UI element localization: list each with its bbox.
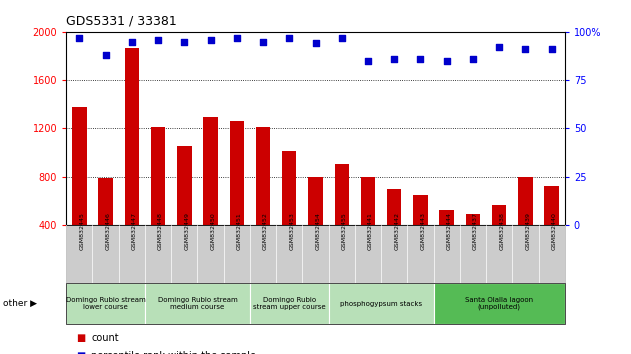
Point — [100, 52, 110, 58]
Point — [442, 58, 452, 64]
Bar — [334, 165, 349, 273]
Text: count: count — [91, 333, 119, 343]
Text: GSM832440: GSM832440 — [551, 213, 557, 251]
Bar — [492, 205, 506, 273]
Point — [258, 39, 268, 44]
Text: GSM832455: GSM832455 — [342, 213, 347, 251]
Bar — [256, 127, 270, 273]
Bar — [439, 210, 454, 273]
Point — [389, 56, 399, 62]
Point — [310, 41, 321, 46]
Text: GSM832438: GSM832438 — [499, 213, 504, 251]
Bar — [177, 147, 192, 273]
Text: Santa Olalla lagoon
(unpolluted): Santa Olalla lagoon (unpolluted) — [465, 297, 533, 310]
Point — [153, 37, 163, 42]
Bar — [98, 178, 113, 273]
Text: GSM832442: GSM832442 — [394, 212, 399, 251]
Bar — [72, 107, 86, 273]
Text: GSM832450: GSM832450 — [211, 213, 216, 251]
Text: GSM832449: GSM832449 — [184, 212, 189, 251]
Point — [337, 35, 347, 40]
Point — [494, 45, 504, 50]
Text: GSM832437: GSM832437 — [473, 212, 478, 251]
Text: GSM832448: GSM832448 — [158, 213, 163, 251]
Text: GSM832441: GSM832441 — [368, 213, 373, 251]
Point — [415, 56, 425, 62]
Text: Domingo Rubio
stream upper course: Domingo Rubio stream upper course — [253, 297, 326, 310]
Bar — [466, 214, 480, 273]
Bar — [361, 177, 375, 273]
Bar — [387, 189, 401, 273]
Text: GSM832444: GSM832444 — [447, 212, 452, 251]
Text: GSM832445: GSM832445 — [80, 213, 85, 251]
Bar — [125, 47, 139, 273]
Point — [363, 58, 373, 64]
Bar — [203, 118, 218, 273]
Point — [468, 56, 478, 62]
Point — [284, 35, 294, 40]
Text: Domingo Rubio stream
lower course: Domingo Rubio stream lower course — [66, 297, 146, 310]
Text: GDS5331 / 33381: GDS5331 / 33381 — [66, 14, 177, 27]
Text: GSM832451: GSM832451 — [237, 213, 242, 251]
Text: GSM832439: GSM832439 — [526, 212, 531, 251]
Text: phosphogypsum stacks: phosphogypsum stacks — [340, 301, 422, 307]
Text: GSM832447: GSM832447 — [132, 212, 137, 251]
Text: GSM832443: GSM832443 — [420, 212, 425, 251]
Bar — [151, 127, 165, 273]
Text: GSM832453: GSM832453 — [289, 213, 294, 251]
Point — [206, 37, 216, 42]
Text: ■: ■ — [76, 333, 85, 343]
Bar — [518, 177, 533, 273]
Text: GSM832446: GSM832446 — [105, 213, 110, 251]
Point — [232, 35, 242, 40]
Bar — [413, 195, 428, 273]
Text: percentile rank within the sample: percentile rank within the sample — [91, 351, 256, 354]
Text: ■: ■ — [76, 351, 85, 354]
Text: Domingo Rubio stream
medium course: Domingo Rubio stream medium course — [158, 297, 237, 310]
Bar — [545, 186, 559, 273]
Point — [74, 35, 85, 40]
Text: GSM832452: GSM832452 — [263, 213, 268, 251]
Point — [179, 39, 189, 44]
Point — [521, 46, 531, 52]
Text: other ▶: other ▶ — [3, 299, 37, 308]
Point — [546, 46, 557, 52]
Bar — [230, 121, 244, 273]
Text: GSM832454: GSM832454 — [316, 213, 321, 251]
Point — [127, 39, 137, 44]
Bar — [282, 151, 297, 273]
Bar — [309, 177, 322, 273]
